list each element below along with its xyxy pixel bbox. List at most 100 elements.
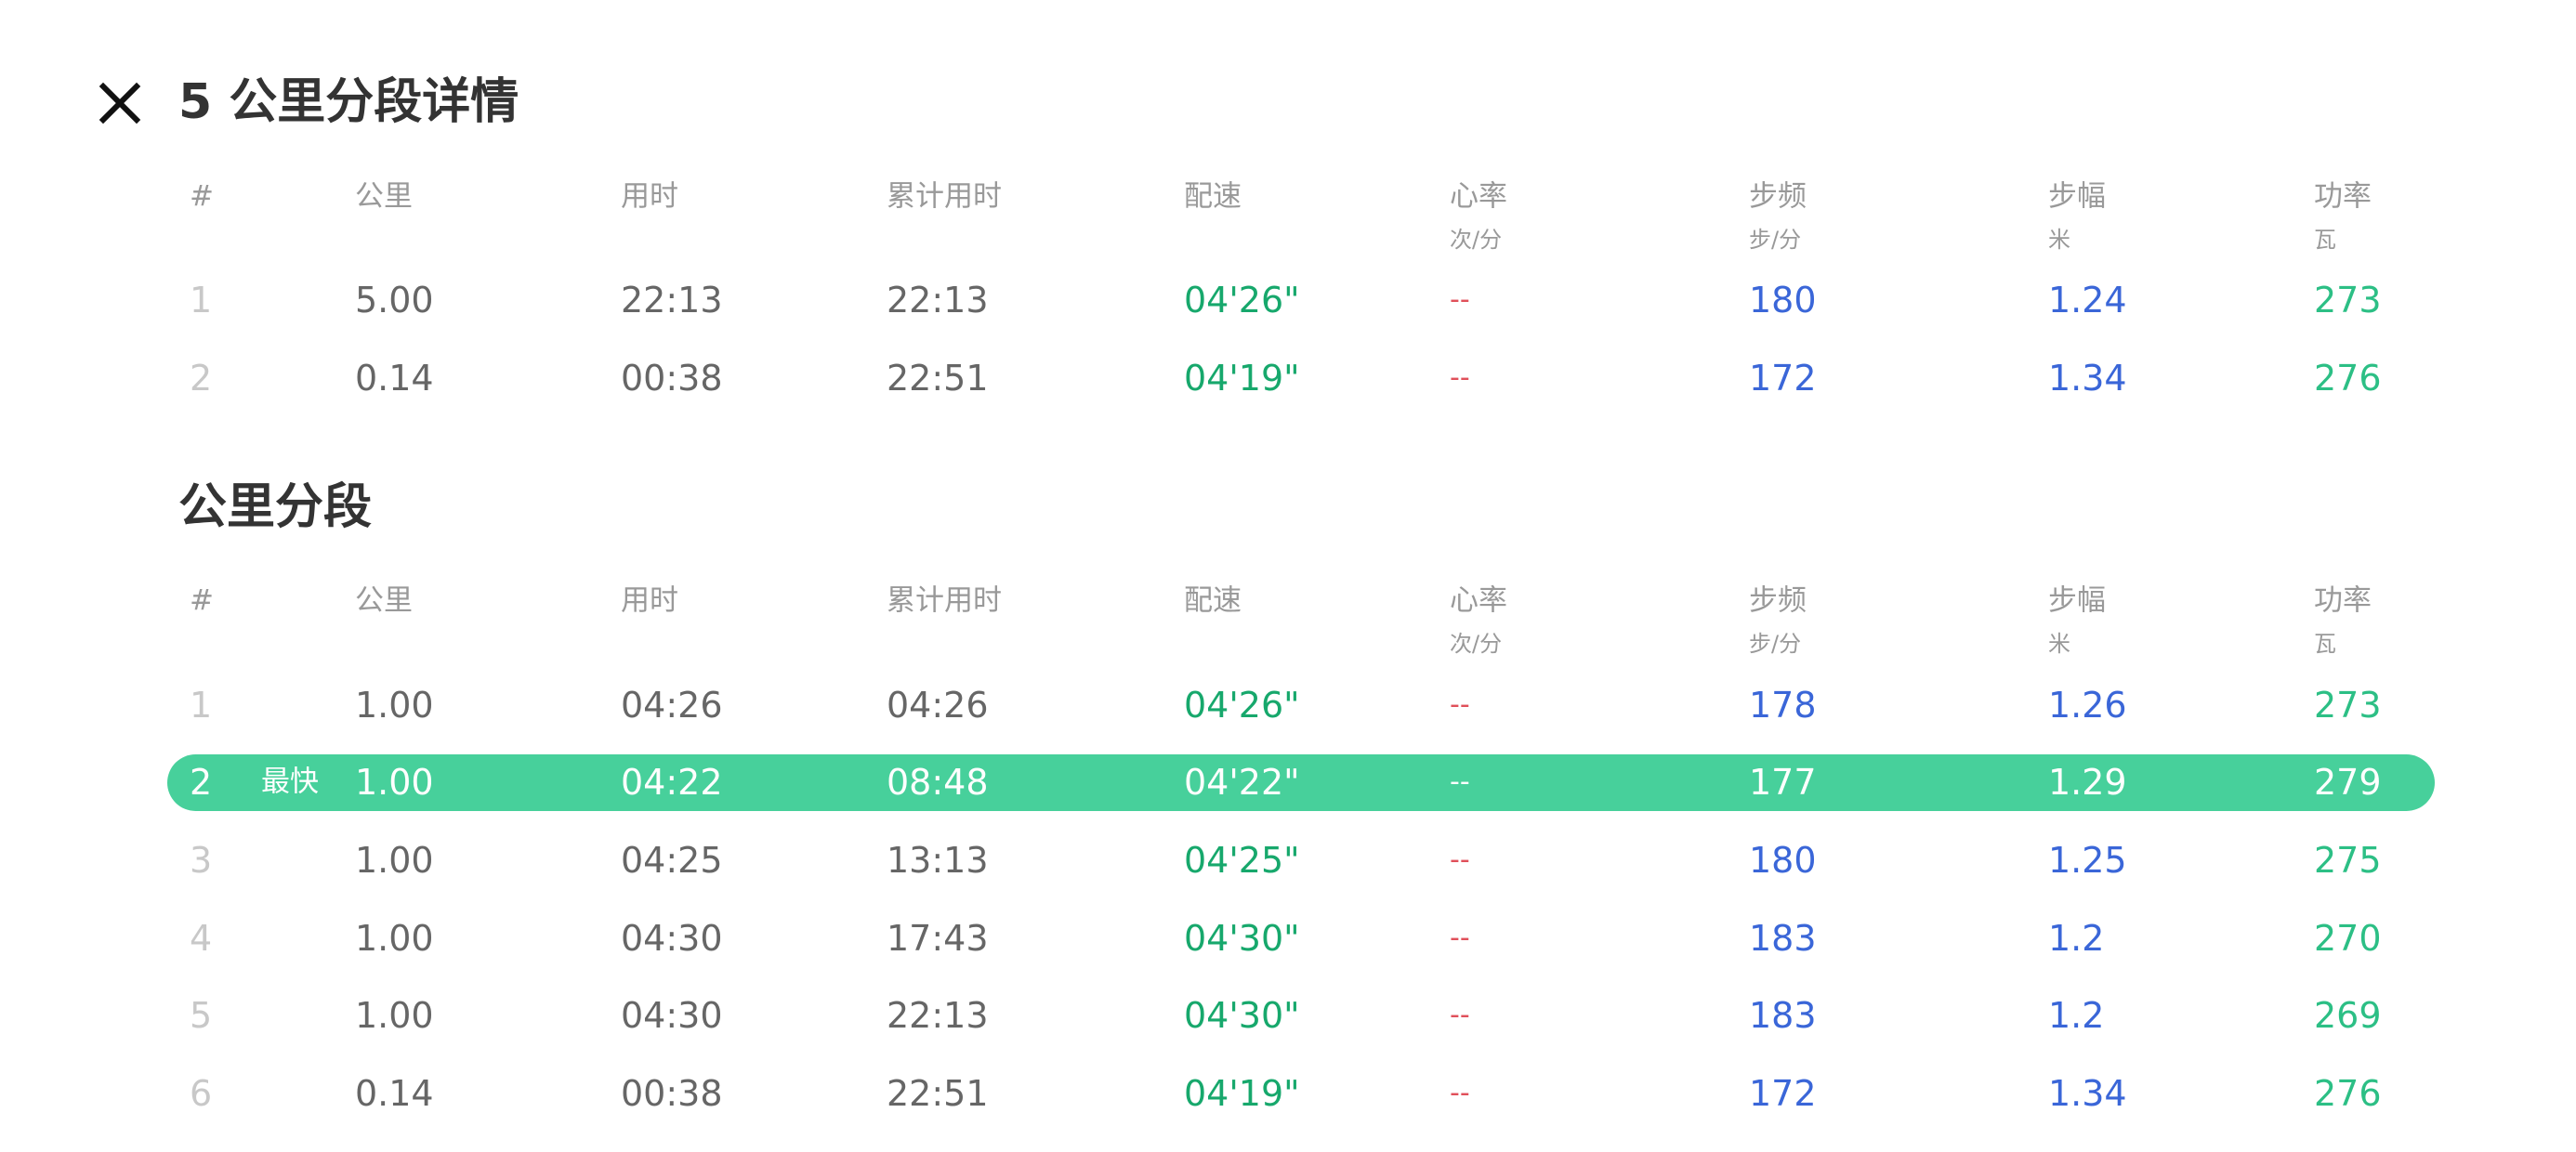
- cadence-cell: 177: [1749, 762, 1817, 803]
- stride-unit: 米: [2048, 227, 2070, 253]
- cumulative-time-cell: 22:13: [887, 995, 989, 1036]
- col-cumulative-time-header: 累计用时: [887, 179, 1002, 214]
- cadence-cell: 172: [1749, 1073, 1817, 1114]
- km-cell: 1.00: [355, 840, 434, 881]
- heart-rate-cell: --: [1450, 1077, 1470, 1109]
- km-cell: 1.00: [355, 685, 434, 726]
- time-cell: 00:38: [621, 1073, 723, 1114]
- stride-cell: 1.34: [2048, 358, 2127, 399]
- power-cell: 269: [2314, 995, 2382, 1036]
- km-cell: 0.14: [355, 1073, 434, 1114]
- stride-cell: 1.34: [2048, 1073, 2127, 1114]
- pace-cell: 04'19": [1184, 358, 1300, 399]
- index-cell: 1: [190, 685, 213, 726]
- power-unit: 瓦: [2314, 227, 2336, 253]
- col-time-header: 用时: [621, 583, 678, 618]
- stride-cell: 1.2: [2048, 918, 2105, 959]
- col-heart-rate-header: 心率: [1450, 583, 1507, 618]
- index-cell: 2: [190, 762, 213, 803]
- power-cell: 270: [2314, 918, 2382, 959]
- stride-cell: 1.24: [2048, 280, 2127, 321]
- heart-rate-cell: --: [1450, 922, 1470, 954]
- pace-cell: 04'30": [1184, 918, 1300, 959]
- index-cell: 1: [190, 280, 213, 321]
- col-cadence-header: 步频: [1749, 583, 1807, 618]
- cadence-unit: 步/分: [1749, 631, 1802, 657]
- power-cell: 275: [2314, 840, 2382, 881]
- index-cell: 2: [190, 358, 213, 399]
- cadence-cell: 180: [1749, 280, 1817, 321]
- cadence-cell: 183: [1749, 918, 1817, 959]
- stride-cell: 1.25: [2048, 840, 2127, 881]
- heart-rate-cell: --: [1450, 283, 1470, 316]
- km-cell: 5.00: [355, 280, 434, 321]
- stride-cell: 1.26: [2048, 685, 2127, 726]
- cumulative-time-cell: 08:48: [887, 762, 989, 803]
- col-cadence-header: 步频: [1749, 179, 1807, 214]
- stride-cell: 1.2: [2048, 995, 2105, 1036]
- heart-rate-cell: --: [1450, 361, 1470, 394]
- heart-rate-cell: --: [1450, 688, 1470, 721]
- pace-cell: 04'22": [1184, 762, 1300, 803]
- col-stride-header: 步幅: [2048, 179, 2106, 214]
- heart-rate-cell: --: [1450, 766, 1470, 798]
- index-cell: 4: [190, 918, 213, 959]
- cadence-cell: 172: [1749, 358, 1817, 399]
- power-cell: 273: [2314, 280, 2382, 321]
- col-power-header: 功率: [2314, 179, 2372, 214]
- best-split-highlight: [167, 754, 2435, 811]
- col-index-header: #: [190, 179, 214, 214]
- stride-cell: 1.29: [2048, 762, 2127, 803]
- time-cell: 22:13: [621, 280, 723, 321]
- cumulative-time-cell: 04:26: [887, 685, 989, 726]
- cumulative-time-cell: 22:13: [887, 280, 989, 321]
- index-cell: 3: [190, 840, 213, 881]
- cadence-cell: 180: [1749, 840, 1817, 881]
- km-cell: 1.00: [355, 995, 434, 1036]
- pace-cell: 04'25": [1184, 840, 1300, 881]
- page-title: 5 公里分段详情: [178, 74, 519, 130]
- power-cell: 279: [2314, 762, 2382, 803]
- close-icon[interactable]: [99, 82, 141, 124]
- index-cell: 5: [190, 995, 213, 1036]
- col-km-header: 公里: [355, 179, 413, 214]
- stride-unit: 米: [2048, 631, 2070, 657]
- col-heart-rate-header: 心率: [1450, 179, 1507, 214]
- power-cell: 276: [2314, 1073, 2382, 1114]
- time-cell: 04:30: [621, 918, 723, 959]
- pace-cell: 04'30": [1184, 995, 1300, 1036]
- fastest-badge: 最快: [261, 765, 319, 799]
- col-index-header: #: [190, 583, 214, 618]
- col-stride-header: 步幅: [2048, 583, 2106, 618]
- cumulative-time-cell: 13:13: [887, 840, 989, 881]
- power-unit: 瓦: [2314, 631, 2336, 657]
- power-cell: 273: [2314, 685, 2382, 726]
- heart-rate-cell: --: [1450, 844, 1470, 876]
- cumulative-time-cell: 22:51: [887, 1073, 989, 1114]
- index-cell: 6: [190, 1073, 213, 1114]
- km-cell: 0.14: [355, 358, 434, 399]
- cadence-cell: 178: [1749, 685, 1817, 726]
- pace-cell: 04'26": [1184, 280, 1300, 321]
- time-cell: 04:22: [621, 762, 723, 803]
- cumulative-time-cell: 22:51: [887, 358, 989, 399]
- km-cell: 1.00: [355, 918, 434, 959]
- pace-cell: 04'26": [1184, 685, 1300, 726]
- km-cell: 1.00: [355, 762, 434, 803]
- time-cell: 00:38: [621, 358, 723, 399]
- heart-rate-unit: 次/分: [1450, 631, 1503, 657]
- col-pace-header: 配速: [1184, 179, 1242, 214]
- pace-cell: 04'19": [1184, 1073, 1300, 1114]
- col-cumulative-time-header: 累计用时: [887, 583, 1002, 618]
- col-pace-header: 配速: [1184, 583, 1242, 618]
- time-cell: 04:30: [621, 995, 723, 1036]
- cadence-cell: 183: [1749, 995, 1817, 1036]
- col-km-header: 公里: [355, 583, 413, 618]
- heart-rate-cell: --: [1450, 999, 1470, 1031]
- col-power-header: 功率: [2314, 583, 2372, 618]
- time-cell: 04:25: [621, 840, 723, 881]
- section-title: 公里分段: [178, 479, 373, 535]
- power-cell: 276: [2314, 358, 2382, 399]
- cumulative-time-cell: 17:43: [887, 918, 989, 959]
- cadence-unit: 步/分: [1749, 227, 1802, 253]
